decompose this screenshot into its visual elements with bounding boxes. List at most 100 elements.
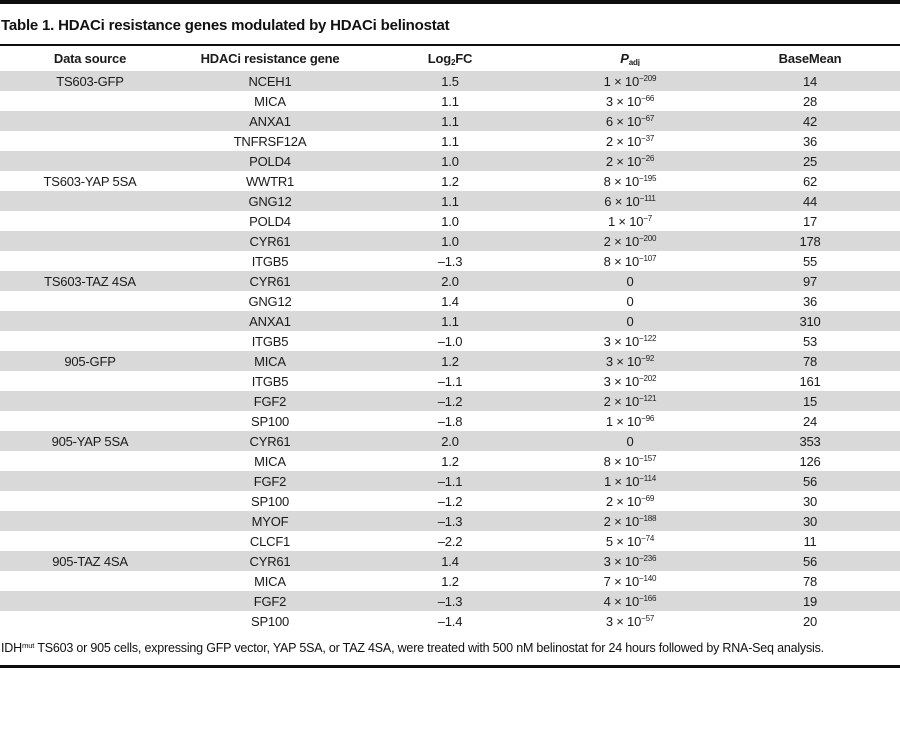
cell-basemean: 15 (802, 393, 818, 409)
column-header-padj: Padj (540, 51, 720, 66)
cell-gene: ITGB5 (251, 373, 289, 389)
padj-exponent: −69 (641, 494, 655, 504)
cell-padj: 7 × 10−140 (603, 573, 657, 589)
footnote-post: TS603 or 905 cells, expressing GFP vecto… (34, 641, 824, 655)
padj-exponent: −166 (638, 594, 657, 604)
cell-log2fc: –1.2 (437, 393, 463, 409)
cell-gene: ANXA1 (249, 113, 291, 129)
table-row: SP100 –1.8 1 × 10−96 24 (0, 411, 900, 431)
cell-padj: 8 × 10−107 (603, 253, 657, 269)
table-row: MICA 1.1 3 × 10−66 28 (0, 91, 900, 111)
cell-log2fc: 1.2 (441, 573, 459, 589)
cell-log2fc: 1.1 (441, 93, 459, 109)
cell-basemean: 24 (802, 413, 818, 429)
cell-log2fc: –1.2 (437, 493, 463, 509)
padj-exponent: −111 (639, 194, 656, 204)
cell-padj: 2 × 10−37 (605, 133, 655, 149)
cell-basemean: 55 (802, 253, 818, 269)
padj-exponent: −236 (638, 554, 657, 564)
cell-basemean: 310 (799, 313, 821, 329)
padj-subscript: adj (628, 58, 640, 66)
padj-exponent: −92 (641, 354, 655, 364)
cell-log2fc: –1.1 (437, 373, 463, 389)
cell-padj: 6 × 10−67 (605, 113, 655, 129)
cell-gene: FGF2 (253, 473, 287, 489)
cell-log2fc: –1.3 (437, 513, 463, 529)
cell-padj: 3 × 10−57 (605, 613, 655, 629)
cell-padj: 2 × 10−121 (603, 393, 657, 409)
table-row: MYOF –1.3 2 × 10−188 30 (0, 511, 900, 531)
log2fc-pre: Log (427, 51, 451, 66)
cell-data-source: TS603-GFP (56, 73, 124, 89)
cell-padj: 0 (626, 293, 634, 309)
cell-gene: POLD4 (249, 153, 291, 169)
cell-log2fc: 1.1 (441, 113, 459, 129)
cell-log2fc: 2.0 (441, 433, 459, 449)
table-row: FGF2 –1.2 2 × 10−121 15 (0, 391, 900, 411)
cell-padj: 3 × 10−236 (603, 553, 657, 569)
cell-padj: 5 × 10−74 (605, 533, 655, 549)
cell-log2fc: 1.0 (441, 153, 459, 169)
table-row: 905-GFP MICA 1.2 3 × 10−92 78 (0, 351, 900, 371)
footnote-superscript: mut (21, 640, 35, 650)
cell-gene: SP100 (250, 493, 290, 509)
cell-gene: GNG12 (248, 193, 292, 209)
cell-basemean: 36 (802, 293, 818, 309)
cell-log2fc: 1.4 (441, 293, 459, 309)
cell-basemean: 126 (799, 453, 821, 469)
cell-gene: MICA (254, 453, 286, 469)
cell-gene: GNG12 (248, 293, 292, 309)
cell-gene: SP100 (250, 413, 290, 429)
table-row: TS603-TAZ 4SA CYR61 2.0 0 97 (0, 271, 900, 291)
cell-basemean: 56 (802, 473, 818, 489)
cell-log2fc: –1.3 (437, 593, 463, 609)
cell-log2fc: –2.2 (437, 533, 463, 549)
cell-gene: NCEH1 (248, 73, 292, 89)
padj-exponent: −96 (641, 414, 655, 424)
table-row: TNFRSF12A 1.1 2 × 10−37 36 (0, 131, 900, 151)
padj-exponent: −157 (638, 454, 657, 464)
padj-exponent: −195 (638, 174, 657, 184)
table-row: MICA 1.2 8 × 10−157 126 (0, 451, 900, 471)
table-row: POLD4 1.0 2 × 10−26 25 (0, 151, 900, 171)
cell-basemean: 161 (799, 373, 821, 389)
cell-log2fc: 1.0 (441, 213, 459, 229)
cell-log2fc: –1.8 (437, 413, 463, 429)
cell-gene: SP100 (250, 613, 290, 629)
cell-gene: ANXA1 (249, 313, 291, 329)
cell-gene: CYR61 (249, 233, 291, 249)
cell-basemean: 11 (803, 533, 817, 549)
cell-basemean: 353 (799, 433, 821, 449)
table-row: CLCF1 –2.2 5 × 10−74 11 (0, 531, 900, 551)
cell-padj: 4 × 10−166 (603, 593, 657, 609)
cell-gene: POLD4 (249, 213, 291, 229)
cell-padj: 2 × 10−69 (605, 493, 655, 509)
table-row: ITGB5 –1.3 8 × 10−107 55 (0, 251, 900, 271)
cell-data-source: TS603-YAP 5SA (43, 173, 137, 189)
table-row: POLD4 1.0 1 × 10−7 17 (0, 211, 900, 231)
cell-basemean: 25 (802, 153, 818, 169)
table-row: ITGB5 –1.1 3 × 10−202 161 (0, 371, 900, 391)
cell-log2fc: 1.2 (441, 353, 459, 369)
cell-data-source: 905-TAZ 4SA (52, 553, 128, 569)
cell-log2fc: 1.1 (441, 313, 459, 329)
table-row: 905-TAZ 4SA CYR61 1.4 3 × 10−236 56 (0, 551, 900, 571)
cell-data-source: 905-GFP (64, 353, 116, 369)
cell-basemean: 178 (799, 233, 821, 249)
cell-log2fc: 1.0 (441, 233, 459, 249)
padj-exponent: −202 (638, 374, 657, 384)
cell-padj: 0 (626, 313, 634, 329)
cell-padj: 2 × 10−188 (603, 513, 657, 529)
cell-log2fc: –1.3 (437, 253, 463, 269)
cell-data-source: 905-YAP 5SA (51, 433, 129, 449)
header-top-rule (0, 44, 900, 46)
cell-log2fc: 1.5 (441, 73, 459, 89)
bottom-rule-bar (0, 665, 900, 668)
padj-exponent: −66 (641, 94, 655, 104)
table-row: CYR61 1.0 2 × 10−200 178 (0, 231, 900, 251)
cell-gene: MICA (254, 573, 286, 589)
table-header-row: Data source HDACi resistance gene Log2FC… (0, 46, 900, 71)
cell-basemean: 14 (802, 73, 818, 89)
cell-basemean: 36 (802, 133, 818, 149)
padj-exponent: −7 (643, 214, 653, 224)
